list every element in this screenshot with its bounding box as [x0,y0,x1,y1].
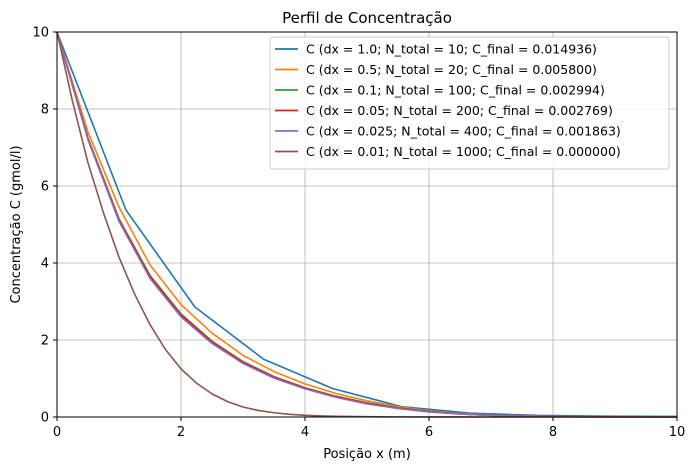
legend-box [269,36,670,170]
y-tick-label: 10 [32,26,49,41]
x-axis-title: Posição x (m) [323,447,411,462]
legend-label-3: C (dx = 0.1; N_total = 100; C_final = 0.… [306,83,605,98]
legend-label-5: C (dx = 0.025; N_total = 400; C_final = … [306,124,621,139]
y-tick-label: 2 [41,334,49,349]
y-tick-label: 6 [41,180,49,195]
plot-frame [56,31,678,418]
y-tick-label: 4 [41,257,49,272]
x-tick-label: 8 [549,425,557,440]
x-tick-label: 0 [53,425,61,440]
legend-label-4: C (dx = 0.05; N_total = 200; C_final = 0… [306,103,613,118]
legend-label-6: C (dx = 0.01; N_total = 1000; C_final = … [306,144,621,159]
x-tick-label: 2 [177,425,185,440]
legend-label-1: C (dx = 1.0; N_total = 10; C_final = 0.0… [306,42,597,57]
y-tick-label: 8 [41,103,49,118]
x-tick-label: 4 [301,425,309,440]
x-tick-label: 10 [669,425,686,440]
y-tick-label: 0 [41,411,49,426]
axis-ticks: 0 2 4 6 8 10 0 2 4 6 8 10 [32,26,685,441]
y-axis-title: Concentração C (gmol/l) [9,145,24,303]
legend-label-2: C (dx = 0.5; N_total = 20; C_final = 0.0… [306,62,597,77]
chart-title: Perfil de Concentração [282,9,452,27]
x-tick-label: 6 [425,425,433,440]
legend: C (dx = 1.0; N_total = 10; C_final = 0.0… [269,36,670,170]
